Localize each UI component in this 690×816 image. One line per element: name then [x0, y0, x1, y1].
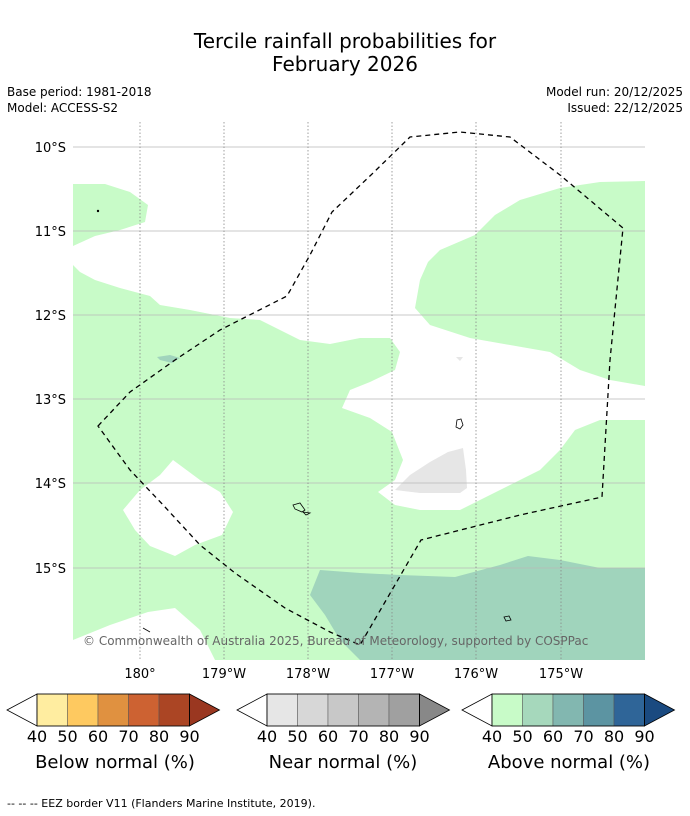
- model-text: Model: ACCESS-S2: [7, 101, 119, 115]
- near-normal-segment: [266, 693, 298, 727]
- above-normal-under-triangle: [461, 693, 493, 727]
- near-normal-speck: [456, 357, 463, 361]
- below-normal-colorbar: [6, 693, 221, 727]
- near-normal-segment: [358, 693, 390, 727]
- above-normal-segment: [522, 693, 554, 727]
- lat-label-12s: 12°S: [35, 309, 66, 324]
- near-normal-tick-label: 90: [409, 727, 430, 746]
- above-normal-tick-label: 90: [634, 727, 655, 746]
- above-normal-segment: [491, 693, 523, 727]
- below-normal-tick-label: 90: [179, 727, 200, 746]
- below-normal-tick-label: 50: [57, 727, 78, 746]
- near-normal-tick-label: 50: [287, 727, 308, 746]
- normal-gap-south: [73, 608, 215, 660]
- below-normal-tick-label: 70: [118, 727, 139, 746]
- meta-right: Model run: 20/12/2025 Issued: 22/12/2025: [546, 84, 683, 116]
- lon-label-177w: 177°W: [370, 667, 414, 682]
- lat-label-13s: 13°S: [35, 393, 66, 408]
- lon-label-176w: 176°W: [454, 667, 498, 682]
- above-normal-region-west: [73, 265, 645, 660]
- near-normal-tick-label: 60: [317, 727, 339, 746]
- above-normal-over-triangle: [644, 693, 676, 727]
- near-normal-tick-label: 70: [348, 727, 369, 746]
- rainfall-map: 10°S 11°S 12°S 13°S 14°S 15°S 180° 179°W…: [35, 122, 645, 682]
- lon-label-178w: 178°W: [286, 667, 330, 682]
- title-line-2: February 2026: [272, 52, 418, 76]
- near-normal-over-triangle: [419, 693, 451, 727]
- eez-border: [97, 131, 624, 646]
- above-normal-label: Above normal (%): [487, 752, 651, 773]
- below-normal-under-triangle: [6, 693, 38, 727]
- above-normal-region-ne: [415, 181, 645, 386]
- issued-text: Issued: 22/12/2025: [567, 101, 683, 115]
- near-normal-segment: [297, 693, 329, 727]
- near-normal-label: Near normal (%): [268, 752, 418, 773]
- colorbars: [6, 693, 676, 727]
- near-normal-segment: [327, 693, 359, 727]
- near-normal-segment: [388, 693, 420, 727]
- below-normal-over-triangle: [189, 693, 221, 727]
- above-normal-colorbar: [461, 693, 676, 727]
- lat-label-15s: 15°S: [35, 562, 66, 577]
- near-normal-tick-label: 40: [256, 727, 278, 746]
- lon-label-179w: 179°W: [202, 667, 246, 682]
- lat-label-10s: 10°S: [35, 141, 66, 156]
- above-normal-region-nw: [73, 184, 148, 246]
- below-normal-tick-label: 60: [87, 727, 109, 746]
- normal-gap-island: [123, 460, 233, 556]
- near-normal-tick-label: 80: [378, 727, 400, 746]
- meta-left: Base period: 1981-2018 Model: ACCESS-S2: [7, 84, 152, 116]
- below-normal-segment: [67, 693, 99, 727]
- below-normal-tick-label: 40: [26, 727, 48, 746]
- title-line-1: Tercile rainfall probabilities for: [193, 29, 497, 53]
- near-normal-colorbar: [236, 693, 451, 727]
- above-normal-tick-label: 80: [603, 727, 625, 746]
- above-normal-segment: [552, 693, 584, 727]
- above-normal-segment: [613, 693, 645, 727]
- above-normal-tick-label: 70: [573, 727, 594, 746]
- copyright-text: © Commonwealth of Australia 2025, Bureau…: [83, 634, 588, 648]
- below-normal-tick-label: 80: [148, 727, 170, 746]
- above-normal-tick-label: 50: [512, 727, 533, 746]
- above-normal-tick-label: 40: [481, 727, 503, 746]
- below-normal-segment: [158, 693, 190, 727]
- near-normal-under-triangle: [236, 693, 268, 727]
- below-normal-label: Below normal (%): [35, 752, 195, 773]
- eez-legend-footer: -- -- -- EEZ border V11 (Flanders Marine…: [7, 797, 316, 810]
- base-period-text: Base period: 1981-2018: [7, 85, 152, 99]
- model-run-text: Model run: 20/12/2025: [545, 85, 683, 99]
- lat-label-11s: 11°S: [35, 225, 66, 240]
- lat-label-14s: 14°S: [35, 477, 66, 492]
- lon-label-180: 180°: [124, 667, 155, 682]
- below-normal-segment: [128, 693, 160, 727]
- below-normal-segment: [36, 693, 68, 727]
- above-normal-segment: [583, 693, 615, 727]
- chart-title: Tercile rainfall probabilities for Febru…: [0, 30, 690, 76]
- below-normal-segment: [97, 693, 129, 727]
- islands: [96, 209, 512, 633]
- gridlines: [73, 122, 645, 660]
- above-normal-tick-label: 60: [542, 727, 564, 746]
- lon-label-175w: 175°W: [539, 667, 583, 682]
- near-normal-region: [395, 448, 467, 493]
